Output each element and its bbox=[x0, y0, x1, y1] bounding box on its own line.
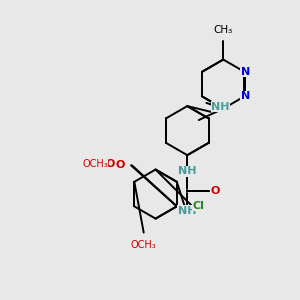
Text: methoxy: methoxy bbox=[118, 164, 124, 165]
Text: NH: NH bbox=[211, 101, 230, 112]
Text: NH: NH bbox=[178, 206, 196, 216]
Text: O: O bbox=[115, 160, 125, 170]
Text: Cl: Cl bbox=[192, 201, 204, 211]
Text: NH: NH bbox=[178, 166, 196, 176]
Text: OCH₃: OCH₃ bbox=[130, 240, 156, 250]
Text: O: O bbox=[211, 186, 220, 196]
Text: N: N bbox=[241, 67, 250, 77]
Text: OCH₃: OCH₃ bbox=[82, 160, 108, 170]
Text: CH₃: CH₃ bbox=[214, 25, 233, 35]
Text: O: O bbox=[106, 160, 115, 170]
Text: N: N bbox=[241, 92, 250, 101]
